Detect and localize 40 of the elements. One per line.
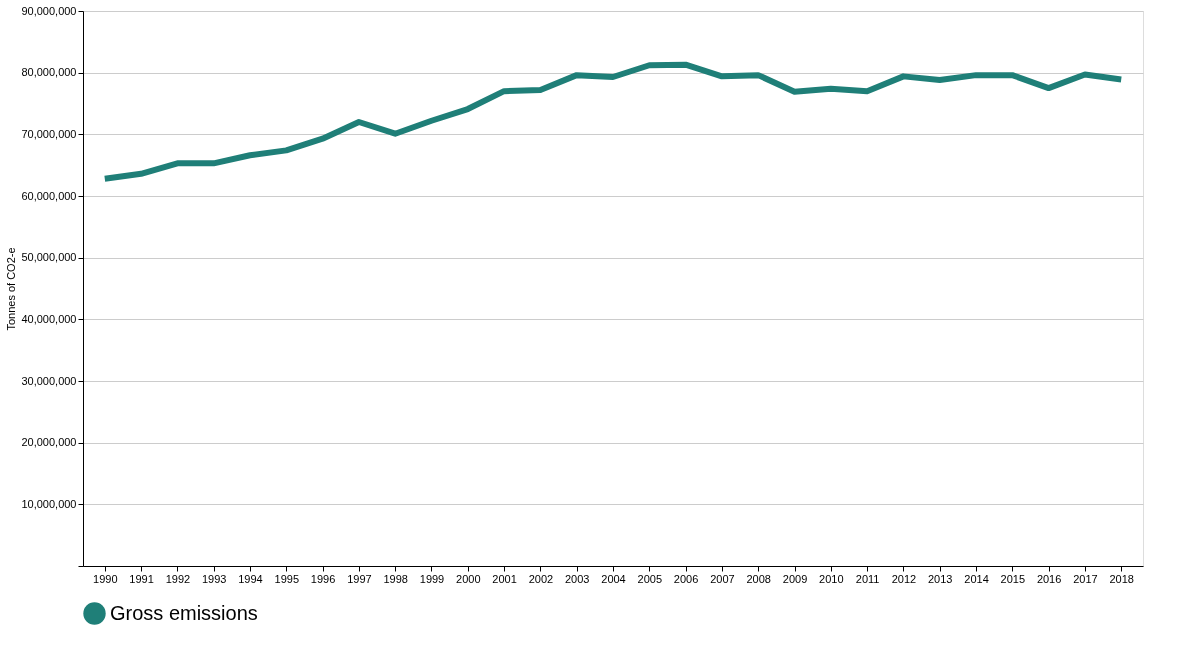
x-tick-label: 2007 (710, 572, 735, 585)
x-tick-label: 2000 (456, 572, 481, 585)
x-tick-label: 2013 (927, 572, 953, 585)
x-tick-label: 1999 (419, 572, 445, 585)
x-tick-label: 2008 (746, 572, 771, 585)
x-tick-label: 2005 (637, 572, 663, 585)
x-tick-label: 2010 (819, 572, 844, 585)
x-tick-label: 2009 (782, 572, 808, 585)
x-tick-label: 1990 (93, 572, 118, 585)
y-tick-label: 10,000,000 (21, 497, 77, 510)
x-tick-label: 1993 (201, 572, 227, 585)
x-tick-label: 2004 (601, 572, 626, 585)
y-tick-label: 90,000,000 (21, 4, 77, 17)
x-tick-label: 1992 (165, 572, 191, 585)
y-tick-label: 20,000,000 (21, 436, 77, 449)
y-tick-label: 80,000,000 (21, 66, 77, 79)
x-tick-label: 2012 (891, 572, 917, 585)
x-tick-label: 2001 (492, 572, 517, 585)
x-tick-label: 1995 (274, 572, 300, 585)
x-tick-label: 1997 (347, 572, 372, 585)
y-tick-label: 60,000,000 (21, 189, 77, 202)
x-tick-label: 2015 (1000, 572, 1026, 585)
x-tick-label: 2014 (964, 572, 989, 585)
x-tick-label: 1998 (383, 572, 408, 585)
y-tick-label: 50,000,000 (21, 251, 77, 264)
y-tick-label: 70,000,000 (21, 127, 77, 140)
x-tick-label: 2017 (1073, 572, 1098, 585)
y-axis-title: Tonnes of CO2-e (5, 247, 18, 331)
y-tick-label: 40,000,000 (21, 312, 77, 325)
x-tick-label: 2002 (528, 572, 554, 585)
x-tick-label: 1994 (238, 572, 263, 585)
x-tick-label: 2018 (1109, 572, 1134, 585)
x-tick-label: 1991 (129, 572, 154, 585)
legend-label: Gross emissions (110, 601, 258, 624)
x-tick-label: 2011 (855, 572, 880, 585)
x-tick-label: 2006 (673, 572, 699, 585)
x-tick-label: 1996 (310, 572, 336, 585)
y-tick-label: 30,000,000 (21, 374, 77, 387)
x-tick-label: 2016 (1036, 572, 1062, 585)
x-tick-label: 2003 (564, 572, 590, 585)
